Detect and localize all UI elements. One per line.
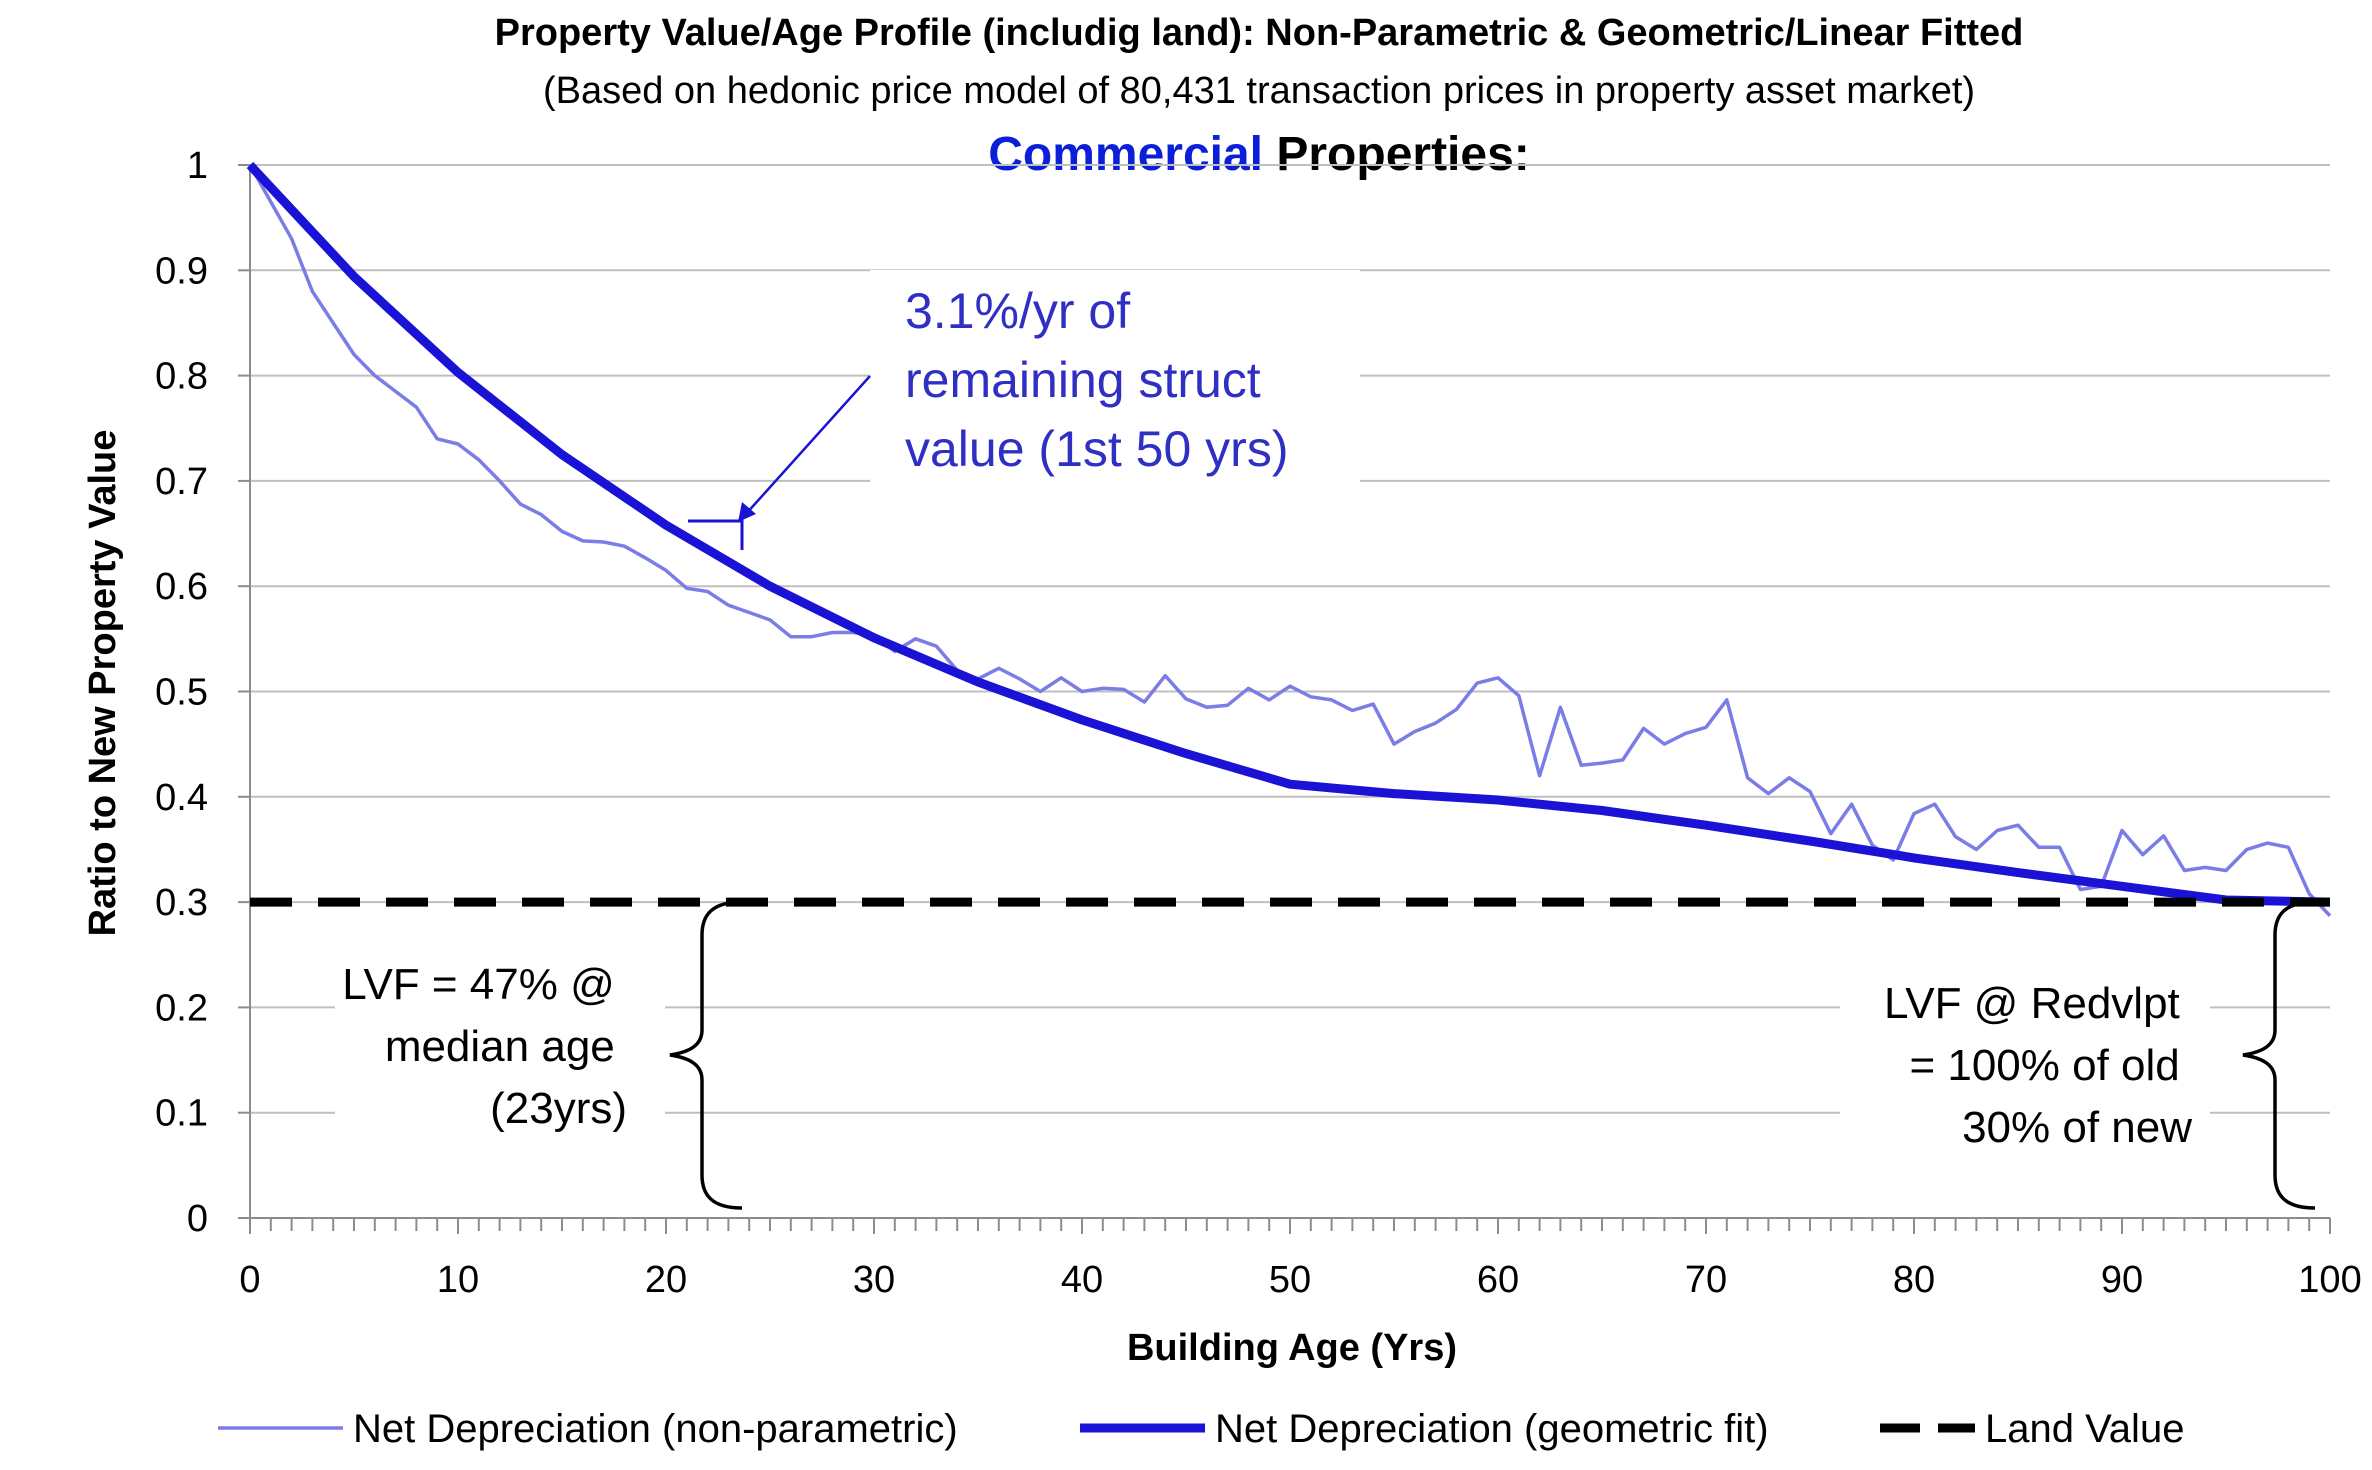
rate-annotation-line-2: remaining struct [905,352,1261,408]
rate-annotation-line-1: 3.1%/yr of [905,283,1130,339]
y-tick-label: 0.6 [155,566,208,608]
chart-title: Property Value/Age Profile (includig lan… [495,12,2024,54]
lvf-median-line-3: (23yrs) [490,1084,627,1133]
axes [238,164,2331,1234]
lvf-median-background [335,945,665,1150]
lvf-median-annotation: LVF = 47% @ median age (23yrs) [342,960,627,1133]
legend-label-2: Net Depreciation (geometric fit) [1215,1407,1769,1451]
y-tick-label: 0.9 [155,250,208,292]
lvf-redevelopment-line-1: LVF @ Redvlpt [1884,979,2180,1028]
lvf-redevelopment-line-3: 30% of new [1962,1103,2192,1152]
legend-label-3: Land Value [1985,1407,2184,1451]
y-tick-label: 0.4 [155,777,208,819]
rate-annotation-arrowhead [738,502,756,522]
x-tick-label: 20 [645,1259,687,1301]
lvf-redevelopment-line-2: = 100% of old [1909,1041,2179,1090]
chart-subtitle: (Based on hedonic price model of 80,431 … [543,70,1975,112]
slope-triangle [688,519,744,550]
lvf-redevelopment-annotation: LVF @ Redvlpt = 100% of old 30% of new [1884,979,2192,1152]
rate-annotation-line-3: value (1st 50 yrs) [905,421,1288,477]
lvf-redevelopment-brace [2242,900,2316,1210]
legend-label-1: Net Depreciation (non-parametric) [353,1407,958,1451]
x-tick-label: 60 [1477,1259,1519,1301]
lvf-median-line-1: LVF = 47% @ [342,960,615,1009]
series-line-1 [248,164,2332,917]
legend: Net Depreciation (non-parametric) Net Dep… [218,1407,2184,1451]
rate-annotation-pointer [744,375,871,516]
y-tick-label: 0.1 [155,1093,208,1135]
y-tick-label: 0 [187,1198,208,1240]
y-tick-label: 0.5 [155,672,208,714]
x-tick-label: 100 [2298,1259,2361,1301]
x-tick-label: 10 [437,1259,479,1301]
rate-annotation-background [870,270,1360,485]
series-group [246,161,2332,917]
y-tick-label: 0.8 [155,356,208,398]
y-tick-label: 1 [187,145,208,187]
y-tick-label: 0.3 [155,882,208,924]
x-axis-title: Building Age (Yrs) [1127,1327,1457,1369]
rate-annotation: 3.1%/yr of remaining struct value (1st 5… [905,283,1288,477]
y-tick-label: 0.2 [155,987,208,1029]
heading-accent: Commercial [988,128,1263,181]
lvf-redevelopment-background [1840,965,2210,1170]
series-line-2 [246,161,2331,907]
x-tick-label: 80 [1893,1259,1935,1301]
x-tick-labels: 0 10 20 30 40 50 60 70 80 90 100 [239,1259,2361,1301]
y-tick-label: 0.7 [155,461,208,503]
x-tick-label: 30 [853,1259,895,1301]
chart-heading: Commercial Properties: [988,128,1530,181]
heading-rest: Properties: [1263,128,1530,181]
x-tick-label: 70 [1685,1259,1727,1301]
lvf-median-brace [669,900,743,1210]
y-tick-labels: 0 0.1 0.2 0.3 0.4 0.5 0.6 0.7 0.8 0.9 1 [155,145,208,1240]
x-tick-label: 50 [1269,1259,1311,1301]
y-axis-title: Ratio to New Property Value [82,430,124,937]
x-tick-label: 90 [2101,1259,2143,1301]
lvf-median-line-2: median age [385,1022,615,1071]
x-tick-label: 40 [1061,1259,1103,1301]
x-tick-label: 0 [239,1259,260,1301]
